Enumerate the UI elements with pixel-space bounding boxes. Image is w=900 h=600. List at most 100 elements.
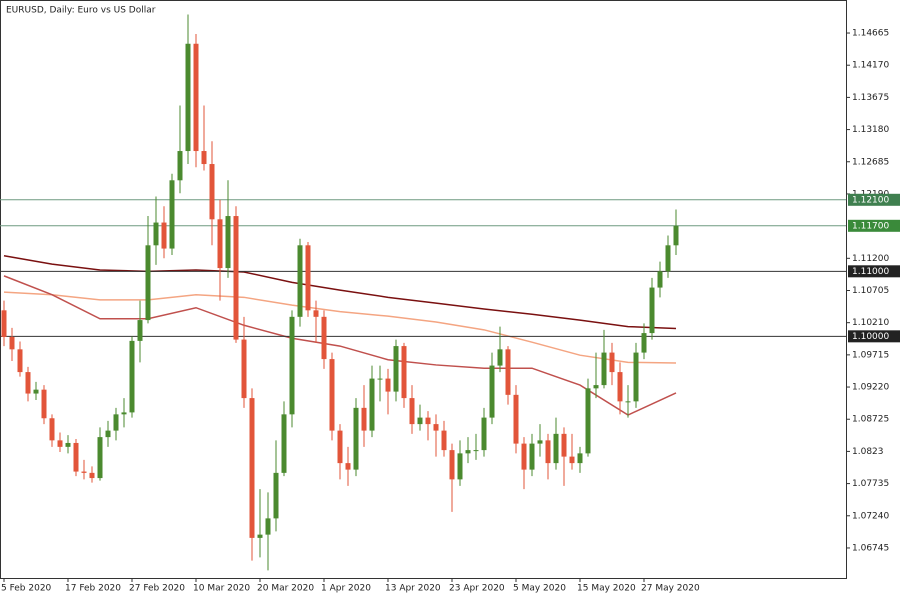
candle-body (489, 365, 495, 418)
candle-body (425, 417, 431, 425)
candle-body (433, 424, 439, 431)
candle-body (161, 222, 167, 249)
candle-body (305, 245, 311, 311)
chart-title: EURUSD, Daily: Euro vs US Dollar (6, 6, 156, 16)
y-tick-label: 1.07240 (852, 511, 889, 521)
candle-body (649, 287, 655, 334)
candle-body (113, 414, 119, 431)
candle-body (289, 316, 295, 415)
y-tick-label: 1.10705 (852, 286, 889, 296)
candle-body (641, 333, 647, 353)
candle-body (297, 245, 303, 317)
candle-body (473, 450, 479, 452)
moving-average (3, 291, 677, 364)
candle-body (1, 310, 7, 337)
candle-body (193, 43, 199, 152)
candle-body (673, 225, 679, 246)
candle-body (585, 388, 591, 454)
candle-body (153, 222, 159, 246)
candle-body (409, 398, 415, 425)
candle-body (385, 378, 391, 392)
moving-average (3, 254, 677, 330)
y-tick-label: 1.14170 (852, 61, 889, 71)
x-tick-label: 15 May 2020 (577, 584, 636, 594)
candle-body (121, 412, 127, 415)
candle-body (281, 414, 287, 473)
candle-body (73, 442, 79, 472)
candle-body (145, 245, 151, 321)
moving-average (3, 275, 677, 416)
x-tick-label: 17 Feb 2020 (65, 584, 121, 594)
level-label: 1.12100 (852, 195, 889, 205)
level-label-box (848, 219, 900, 232)
y-tick-label: 1.06745 (852, 543, 889, 553)
candle-body (361, 407, 367, 431)
candle-body (513, 394, 519, 444)
candle-body (89, 472, 95, 479)
candle-body (185, 43, 191, 152)
candle-body (657, 271, 663, 288)
candle-body (249, 398, 255, 538)
candle-body (553, 433, 559, 464)
candle-body (617, 372, 623, 402)
candle-body (401, 346, 407, 399)
x-tick-label: 10 Mar 2020 (193, 584, 250, 594)
candle-body (33, 389, 39, 394)
candle-body (481, 417, 487, 451)
y-tick-label: 1.14665 (852, 29, 889, 39)
candle-body (257, 534, 263, 538)
level-label-box (848, 330, 900, 343)
candle-body (337, 430, 343, 464)
candle-body (449, 450, 455, 480)
level-label-box (848, 193, 900, 206)
candle-body (505, 349, 511, 395)
candle-body (65, 442, 71, 447)
candle-body (345, 463, 351, 470)
candle-body (393, 346, 399, 392)
candle-body (209, 164, 215, 220)
candle-body (417, 417, 423, 425)
candle-body (601, 352, 607, 386)
y-tick-label: 1.07735 (852, 479, 889, 489)
level-label-box (848, 265, 900, 278)
candle-body (137, 320, 143, 341)
candle-body (369, 378, 375, 431)
candle-body (537, 440, 543, 444)
candle-body (625, 401, 631, 403)
candle-body (49, 418, 55, 441)
candle-body (41, 389, 47, 419)
x-tick-label: 20 Mar 2020 (257, 584, 314, 594)
candle-body (273, 472, 279, 519)
x-tick-label: 27 May 2020 (641, 584, 700, 594)
level-label: 1.11700 (852, 221, 889, 231)
candle-body (561, 433, 567, 457)
candle-body (97, 437, 103, 479)
candle-body (441, 430, 447, 451)
candle-body (321, 316, 327, 360)
y-tick-label: 1.11200 (852, 254, 889, 264)
x-tick-label: 5 May 2020 (513, 584, 566, 594)
y-tick-label: 1.09220 (852, 383, 889, 393)
candle-body (665, 245, 671, 272)
x-tick-label: 27 Feb 2020 (129, 584, 185, 594)
candle-body (25, 372, 31, 394)
candle-body (377, 378, 383, 380)
candle-body (57, 440, 63, 447)
x-tick-label: 5 Feb 2020 (1, 584, 52, 594)
candle-body (17, 349, 23, 373)
level-label: 1.11000 (852, 267, 889, 277)
candle-body (313, 310, 319, 317)
candle-body (593, 385, 599, 389)
y-tick-label: 1.13675 (852, 93, 889, 103)
candle-body (169, 180, 175, 249)
candle-body (201, 151, 207, 165)
candle-body (329, 359, 335, 431)
y-tick-label: 1.13180 (852, 125, 889, 135)
candle-body (9, 336, 15, 350)
candle-body (457, 453, 463, 480)
candle-body (609, 352, 615, 373)
candle-body (265, 518, 271, 535)
candle-body (217, 219, 223, 269)
x-tick-label: 1 Apr 2020 (321, 584, 371, 594)
